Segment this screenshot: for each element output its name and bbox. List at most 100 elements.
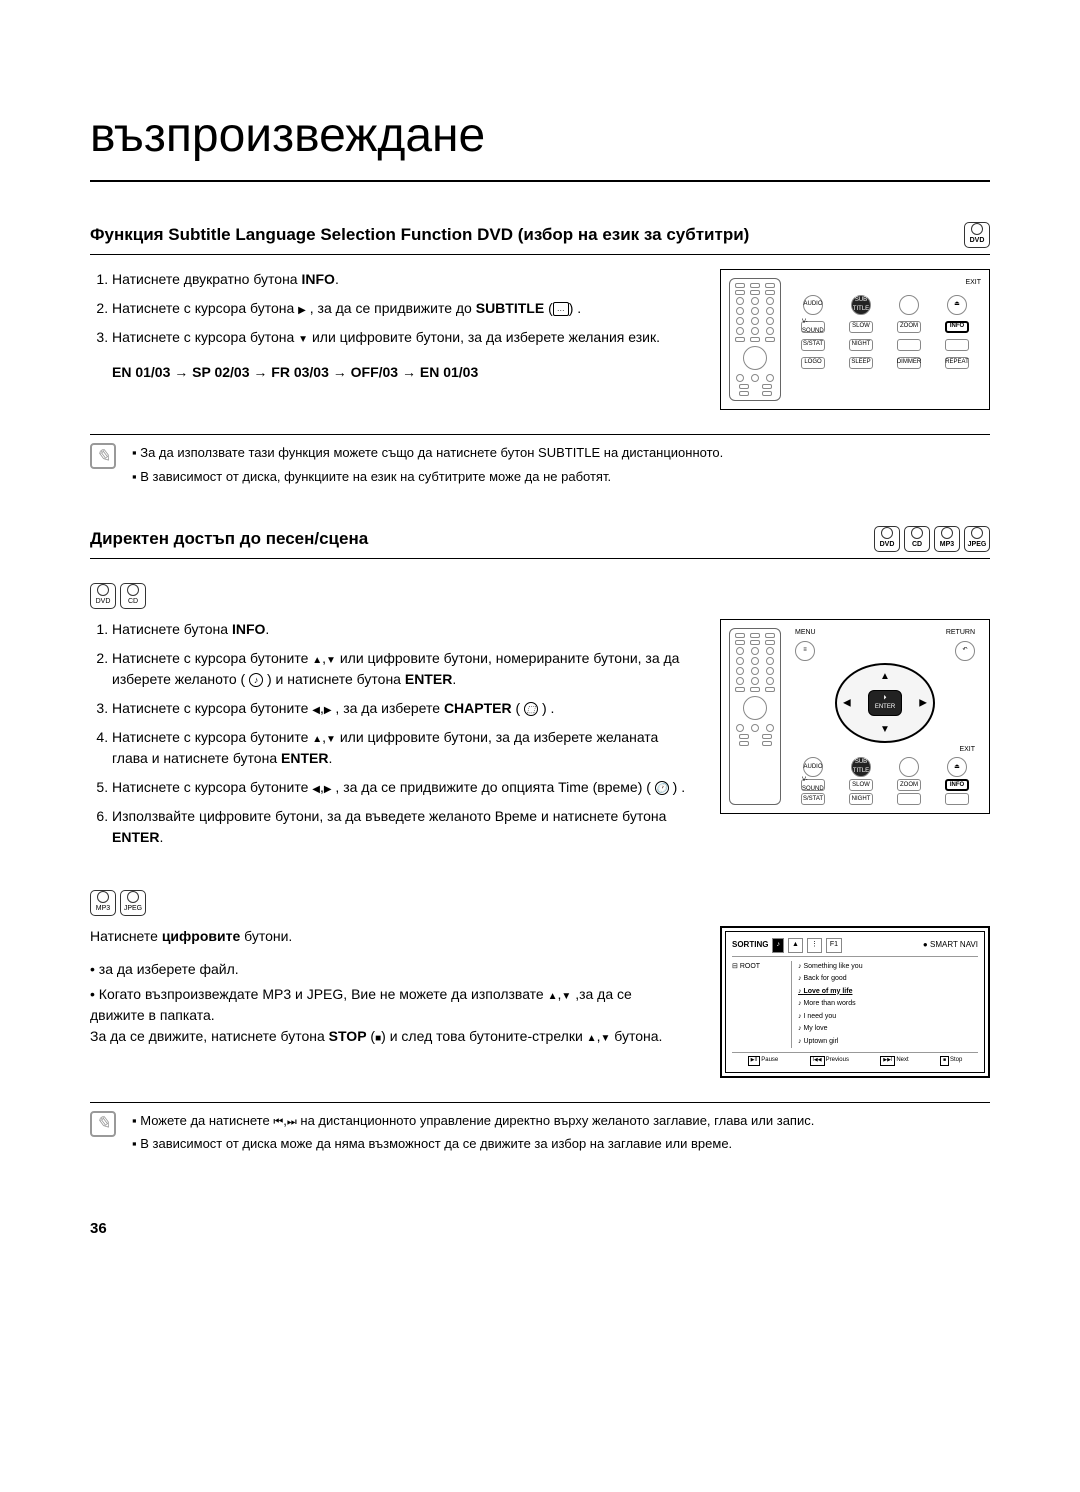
enter-button: ⏵ ENTER [868,690,902,716]
section3-screen: SORTING ♪ ▲ ⋮ F1 ● SMART NAVI ⊟ ROOT ♪ S… [720,926,990,1078]
section1-heading: Функция Subtitle Language Selection Func… [90,222,990,255]
left-arrow-icon [312,700,320,716]
step: Натиснете с курсора бутона , за да се пр… [112,298,690,319]
screen-body: ⊟ ROOT ♪ Something like you ♪ Back for g… [732,961,978,1049]
navi-screen: SORTING ♪ ▲ ⋮ F1 ● SMART NAVI ⊟ ROOT ♪ S… [720,926,990,1078]
dpad-down-icon: ▼ [880,722,890,737]
step: Натиснете бутона INFO. [112,619,690,640]
dpad-up-icon: ▲ [880,669,890,684]
badge-dvd: DVD [964,222,990,248]
eject-button: ⏏ [947,757,967,777]
prev-track-icon [273,1113,283,1128]
sorting-label: SORTING [732,939,768,951]
step: Натиснете с курсора бутоните , , за да с… [112,777,690,798]
subtitle-icon: … [553,302,569,316]
list-item: ♪ My love [798,1023,978,1036]
info-button-highlight: INFO [945,321,969,333]
section1-badges: DVD [964,222,990,248]
section1-notes: ✎ За да използвате тази функция можете с… [90,434,990,490]
note-list: За да използвате тази функция можете същ… [132,443,723,490]
note-item: За да използвате тази функция можете същ… [132,443,723,463]
footer-stop: ■ Stop [940,1056,962,1066]
screen-tab: ⋮ [807,938,822,953]
section2-heading: Директен достъп до песен/сцена DVD CD MP… [90,526,990,559]
badge: JPEG [120,890,146,916]
section2-badges: DVD CD MP3 JPEG [874,526,990,552]
section1-steps: Натиснете двукратно бутона INFO. Натисне… [90,269,690,348]
dpad-left-icon: ◀ [843,695,851,710]
badge: MP3 [90,890,116,916]
screen-list: ♪ Something like you ♪ Back for good ♪ L… [798,961,978,1049]
badge: DVD [90,583,116,609]
screen-tab: F1 [826,938,842,953]
up-arrow-icon [312,729,322,745]
down-arrow-icon [326,650,336,666]
section2-steps: Натиснете бутона INFO. Натиснете с курсо… [90,619,690,848]
note-icon: ✎ [90,443,116,469]
audio-button: AUDIO [803,757,823,777]
list-item: ♪ More than words [798,998,978,1011]
up-arrow-icon [548,986,558,1002]
list-item: ♪ Back for good [798,973,978,986]
info-button-highlight: INFO [945,779,969,791]
step: Натиснете с курсора бутоните , , за да и… [112,698,690,719]
right-arrow-icon [298,300,306,316]
screen-tab: ▲ [788,938,803,953]
remote-outline [729,628,781,805]
note-item: В зависимост от диска, функциите на език… [132,467,723,487]
list-item: ♪ I need you [798,1011,978,1024]
next-track-icon [287,1113,297,1128]
dpad: ▲ ▼ ◀ ▶ ⏵ ENTER [835,663,935,743]
bullet-item: за да изберете файл. [90,959,690,980]
badge: DVD [874,526,900,552]
footer-next: ▶▶I Next [880,1056,908,1066]
section2-left: Натиснете бутона INFO. Натиснете с курсо… [90,619,690,856]
section1-remote: EXIT AUDIO SUB TITLE ⏏ V-SOUND SLOW ZOOM… [720,269,990,410]
step: Натиснете с курсора бутона или цифровите… [112,327,690,348]
footer-pause: ▶II Pause [748,1056,779,1066]
return-button: ↶ [955,641,975,661]
screen-footer: ▶II Pause I◀◀ Previous ▶▶I Next ■ Stop [732,1052,978,1066]
badge: JPEG [964,526,990,552]
section1-left: Натиснете двукратно бутона INFO. Натисне… [90,269,690,410]
section3-notes: ✎ Можете да натиснете , на дистанционнот… [90,1102,990,1158]
badge: CD [120,583,146,609]
section2-remote: MENU RETURN ≡ ↶ ▲ ▼ ◀ ▶ ⏵ ENTER [720,619,990,856]
badge: CD [904,526,930,552]
section3-body: Натиснете цифровите бутони. за да избере… [90,926,990,1078]
time-icon: 🕐 [655,781,669,795]
section2-sub-badges: DVD CD [90,583,146,609]
section3-intro: Натиснете цифровите бутони. [90,926,690,947]
section3-left: Натиснете цифровите бутони. за да избере… [90,926,690,1078]
title-icon: ♪ [249,673,263,687]
remote-diagram-2: MENU RETURN ≡ ↶ ▲ ▼ ◀ ▶ ⏵ ENTER [720,619,990,814]
note-item: Можете да натиснете , на дистанционното … [132,1111,814,1131]
footer-prev: I◀◀ Previous [810,1056,849,1066]
bullet-item: Когато възпроизвеждате MP3 и JPEG, Вие н… [90,984,690,1047]
left-arrow-icon [312,779,320,795]
down-arrow-icon [561,986,571,1002]
section3-sub-badges: MP3 JPEG [90,890,146,916]
page-title: възпроизвеждане [90,100,990,182]
section3-bullets: за да изберете файл. Когато възпроизвежд… [90,959,690,1047]
list-item: ♪ Something like you [798,961,978,974]
audio-button: AUDIO [803,295,823,315]
page-number: 36 [90,1218,990,1241]
step: Използвайте цифровите бутони, за да въве… [112,806,690,848]
up-arrow-icon [312,650,322,666]
step: Натиснете с курсора бутоните , или цифро… [112,727,690,769]
section1-heading-text: Функция Subtitle Language Selection Func… [90,222,964,248]
subtitle-button: SUB TITLE [851,757,871,777]
note-icon: ✎ [90,1111,116,1137]
down-arrow-icon [298,329,308,345]
section2-body: Натиснете бутона INFO. Натиснете с курсо… [90,619,990,856]
screen-tree: ⊟ ROOT [732,961,792,1049]
badge: MP3 [934,526,960,552]
down-arrow-icon [326,729,336,745]
down-arrow-icon [600,1028,610,1044]
remote-diagram-1: EXIT AUDIO SUB TITLE ⏏ V-SOUND SLOW ZOOM… [720,269,990,410]
eject-button: ⏏ [947,295,967,315]
smart-navi-label: ● SMART NAVI [923,939,978,951]
chapter-icon: ⬚ [524,702,538,716]
up-arrow-icon [587,1028,597,1044]
